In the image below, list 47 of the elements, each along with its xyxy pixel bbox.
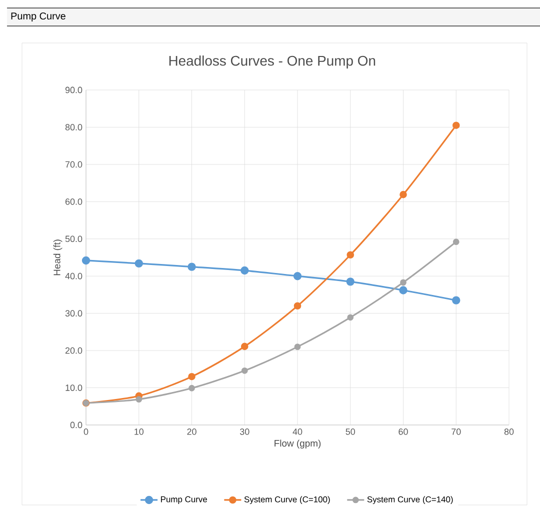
point bbox=[399, 286, 408, 294]
y-axis-title: Head (ft) bbox=[53, 240, 62, 276]
point bbox=[241, 367, 248, 374]
y-tick-label: 80.0 bbox=[65, 124, 82, 130]
x-tick-label: 10 bbox=[134, 428, 144, 435]
point bbox=[452, 296, 460, 304]
legend-label: System Curve (C=140) bbox=[367, 496, 453, 504]
y-tick-label: 90.0 bbox=[65, 86, 82, 94]
y-tick-label: 60.0 bbox=[65, 198, 82, 205]
point bbox=[294, 302, 302, 310]
y-tick-label: 50.0 bbox=[65, 236, 82, 242]
y-tick-label: 40.0 bbox=[65, 272, 82, 280]
legend-label: System Curve (C=100) bbox=[244, 496, 330, 504]
point bbox=[82, 256, 90, 265]
point bbox=[346, 251, 354, 259]
point bbox=[136, 396, 142, 403]
point bbox=[294, 344, 301, 350]
point bbox=[240, 342, 248, 350]
y-tick-label: 70.0 bbox=[65, 161, 82, 168]
legend-label: Pump Curve bbox=[161, 496, 207, 504]
x-tick-label: 30 bbox=[240, 428, 250, 435]
x-tick-label: 20 bbox=[187, 428, 196, 435]
point bbox=[240, 266, 249, 275]
x-tick-label: 60 bbox=[398, 428, 408, 435]
x-tick-label: 0 bbox=[84, 428, 88, 435]
text: Pump Curve bbox=[11, 12, 66, 22]
point bbox=[346, 278, 354, 286]
y-tick-label: 0.0 bbox=[70, 422, 82, 428]
point bbox=[188, 262, 196, 271]
point bbox=[188, 384, 195, 392]
y-tick-label: 10.0 bbox=[66, 384, 82, 391]
point bbox=[400, 190, 407, 198]
y-tick-label: 30.0 bbox=[65, 310, 82, 316]
chart-title: Headloss Curves - One Pump On bbox=[169, 55, 376, 68]
point bbox=[400, 279, 406, 286]
x-tick-label: 40 bbox=[292, 428, 302, 435]
x-tick-label: 80 bbox=[504, 428, 514, 435]
point bbox=[452, 122, 460, 129]
x-tick-label: 70 bbox=[452, 428, 461, 435]
point bbox=[134, 259, 143, 268]
point bbox=[347, 314, 354, 321]
x-tick-label: 50 bbox=[346, 428, 356, 435]
point bbox=[293, 272, 302, 280]
y-tick-label: 20.0 bbox=[65, 347, 82, 354]
x-axis-title: Flow (gpm) bbox=[274, 440, 321, 449]
point bbox=[188, 372, 196, 380]
point bbox=[452, 238, 460, 246]
